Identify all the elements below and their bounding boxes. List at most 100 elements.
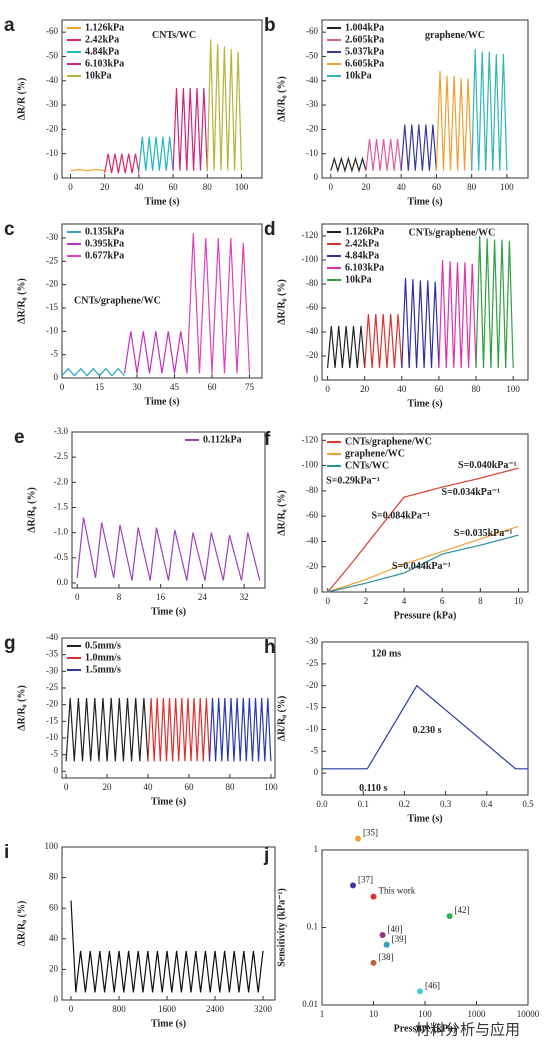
annotation: 0.230 s (413, 725, 442, 736)
data-line (400, 124, 437, 171)
annotation: CNTs/WC (152, 30, 196, 41)
point-label: [42] (455, 905, 470, 915)
x-tick-label: 2 (364, 596, 369, 606)
x-tick-label: 40 (144, 782, 154, 792)
y-tick-label: 0 (54, 765, 59, 775)
x-tick-label: 2400 (206, 1004, 225, 1014)
x-tick-label: 100 (418, 1009, 432, 1019)
y-tick-label: -40 (306, 75, 318, 85)
x-axis-label: Time (s) (407, 813, 442, 824)
y-tick-label: -20 (46, 123, 58, 133)
annotation: S=0.034kPa⁻¹ (441, 487, 500, 498)
data-line (186, 233, 251, 374)
x-tick-label: 10000 (517, 1009, 540, 1019)
data-line (327, 534, 519, 593)
x-tick-label: 80 (467, 182, 477, 192)
x-tick-label: 20 (360, 384, 370, 394)
data-point (370, 959, 377, 966)
data-line (123, 331, 188, 374)
data-line (65, 697, 149, 762)
legend-entry: graphene/WC (345, 448, 405, 459)
x-tick-label: 30 (133, 382, 143, 392)
x-tick-label: 16 (156, 592, 166, 602)
x-tick-label: 0 (329, 182, 334, 192)
y-tick-label: -1.5 (54, 502, 69, 512)
legend-entry: 6.605kPa (345, 58, 384, 69)
x-tick-label: 8 (478, 596, 483, 606)
panel-label: g (4, 633, 16, 654)
panel-label: e (14, 427, 25, 448)
x-tick-label: 80 (203, 182, 213, 192)
annotation: CNTs/graphene/WC (409, 228, 496, 239)
x-tick-label: 0.1 (358, 799, 369, 809)
y-tick-label: -15 (46, 715, 58, 725)
y-tick-label: 0 (314, 172, 319, 182)
y-axis-label: ΔR/R₀ (%) (276, 279, 287, 325)
y-axis-label: ΔR/R₀ (%) (276, 696, 287, 742)
legend-entry: 4.84kPa (85, 46, 119, 57)
y-tick-label: -20 (46, 279, 58, 289)
y-tick-label: -120 (302, 434, 319, 444)
x-tick-label: 0 (68, 182, 73, 192)
x-tick-label: 0 (69, 1004, 74, 1014)
y-tick-label: 20 (49, 963, 59, 973)
data-line (61, 367, 125, 377)
panel-label: h (264, 637, 276, 658)
y-axis-label: ΔR/R₀ (%) (276, 76, 287, 122)
x-tick-label: 0 (64, 782, 69, 792)
x-tick-label: 6 (440, 596, 445, 606)
plot-frame (61, 846, 276, 1001)
y-tick-label: -40 (46, 75, 58, 85)
legend-entry: 0.5mm/s (85, 640, 121, 651)
legend-entry: 0.677kPa (85, 250, 124, 261)
y-tick-label: -120 (302, 230, 319, 240)
x-tick-label: 60 (208, 382, 218, 392)
x-axis-label: Time (s) (407, 196, 442, 207)
y-tick-label: 100 (45, 841, 59, 851)
y-tick-label: -10 (46, 732, 58, 742)
y-tick-label: -25 (306, 658, 318, 668)
x-tick-label: 20 (103, 782, 113, 792)
y-tick-label: 0.1 (307, 922, 318, 932)
x-tick-label: 45 (170, 382, 180, 392)
y-tick-label: -100 (302, 460, 319, 470)
legend-entry: 2.42kPa (345, 238, 379, 249)
data-point (354, 835, 361, 842)
legend-entry: 6.103kPa (345, 262, 384, 273)
annotation: S=0.035kPa⁻¹ (454, 528, 513, 539)
x-tick-label: 60 (434, 384, 444, 394)
x-axis-label: Time (s) (151, 1018, 186, 1029)
legend-entry: 10kPa (345, 274, 372, 285)
x-tick-label: 1 (320, 1009, 325, 1019)
x-tick-label: 0 (75, 592, 80, 602)
x-tick-label: 40 (134, 182, 144, 192)
data-point (350, 882, 357, 889)
plot-frame (61, 637, 276, 779)
x-axis-label: Time (s) (407, 398, 442, 409)
point-label: [38] (379, 952, 394, 962)
x-tick-label: 20 (100, 182, 110, 192)
x-tick-label: 100 (506, 384, 520, 394)
annotation: graphene/WC (425, 30, 485, 41)
y-tick-label: -80 (306, 278, 318, 288)
y-tick-label: -25 (46, 682, 58, 692)
point-label: This work (379, 886, 416, 896)
y-tick-label: -15 (306, 702, 318, 712)
data-line (438, 259, 477, 369)
x-tick-label: 1600 (158, 1004, 177, 1014)
legend-entry: 1.5mm/s (85, 664, 121, 675)
point-label: [37] (358, 874, 373, 884)
data-line (364, 313, 403, 369)
y-axis-label: ΔR/R₀ (%) (16, 278, 27, 324)
data-point (417, 988, 424, 995)
panel-label: c (4, 219, 15, 240)
y-tick-label: -2.5 (54, 451, 69, 461)
y-tick-label: -30 (46, 99, 58, 109)
x-tick-label: 60 (432, 182, 442, 192)
y-tick-label: -20 (306, 680, 318, 690)
y-tick-label: -5 (51, 749, 59, 759)
y-tick-label: -10 (306, 723, 318, 733)
y-axis-label: Sensitivity (kPa⁻¹) (276, 888, 287, 967)
y-tick-label: -60 (306, 510, 318, 520)
